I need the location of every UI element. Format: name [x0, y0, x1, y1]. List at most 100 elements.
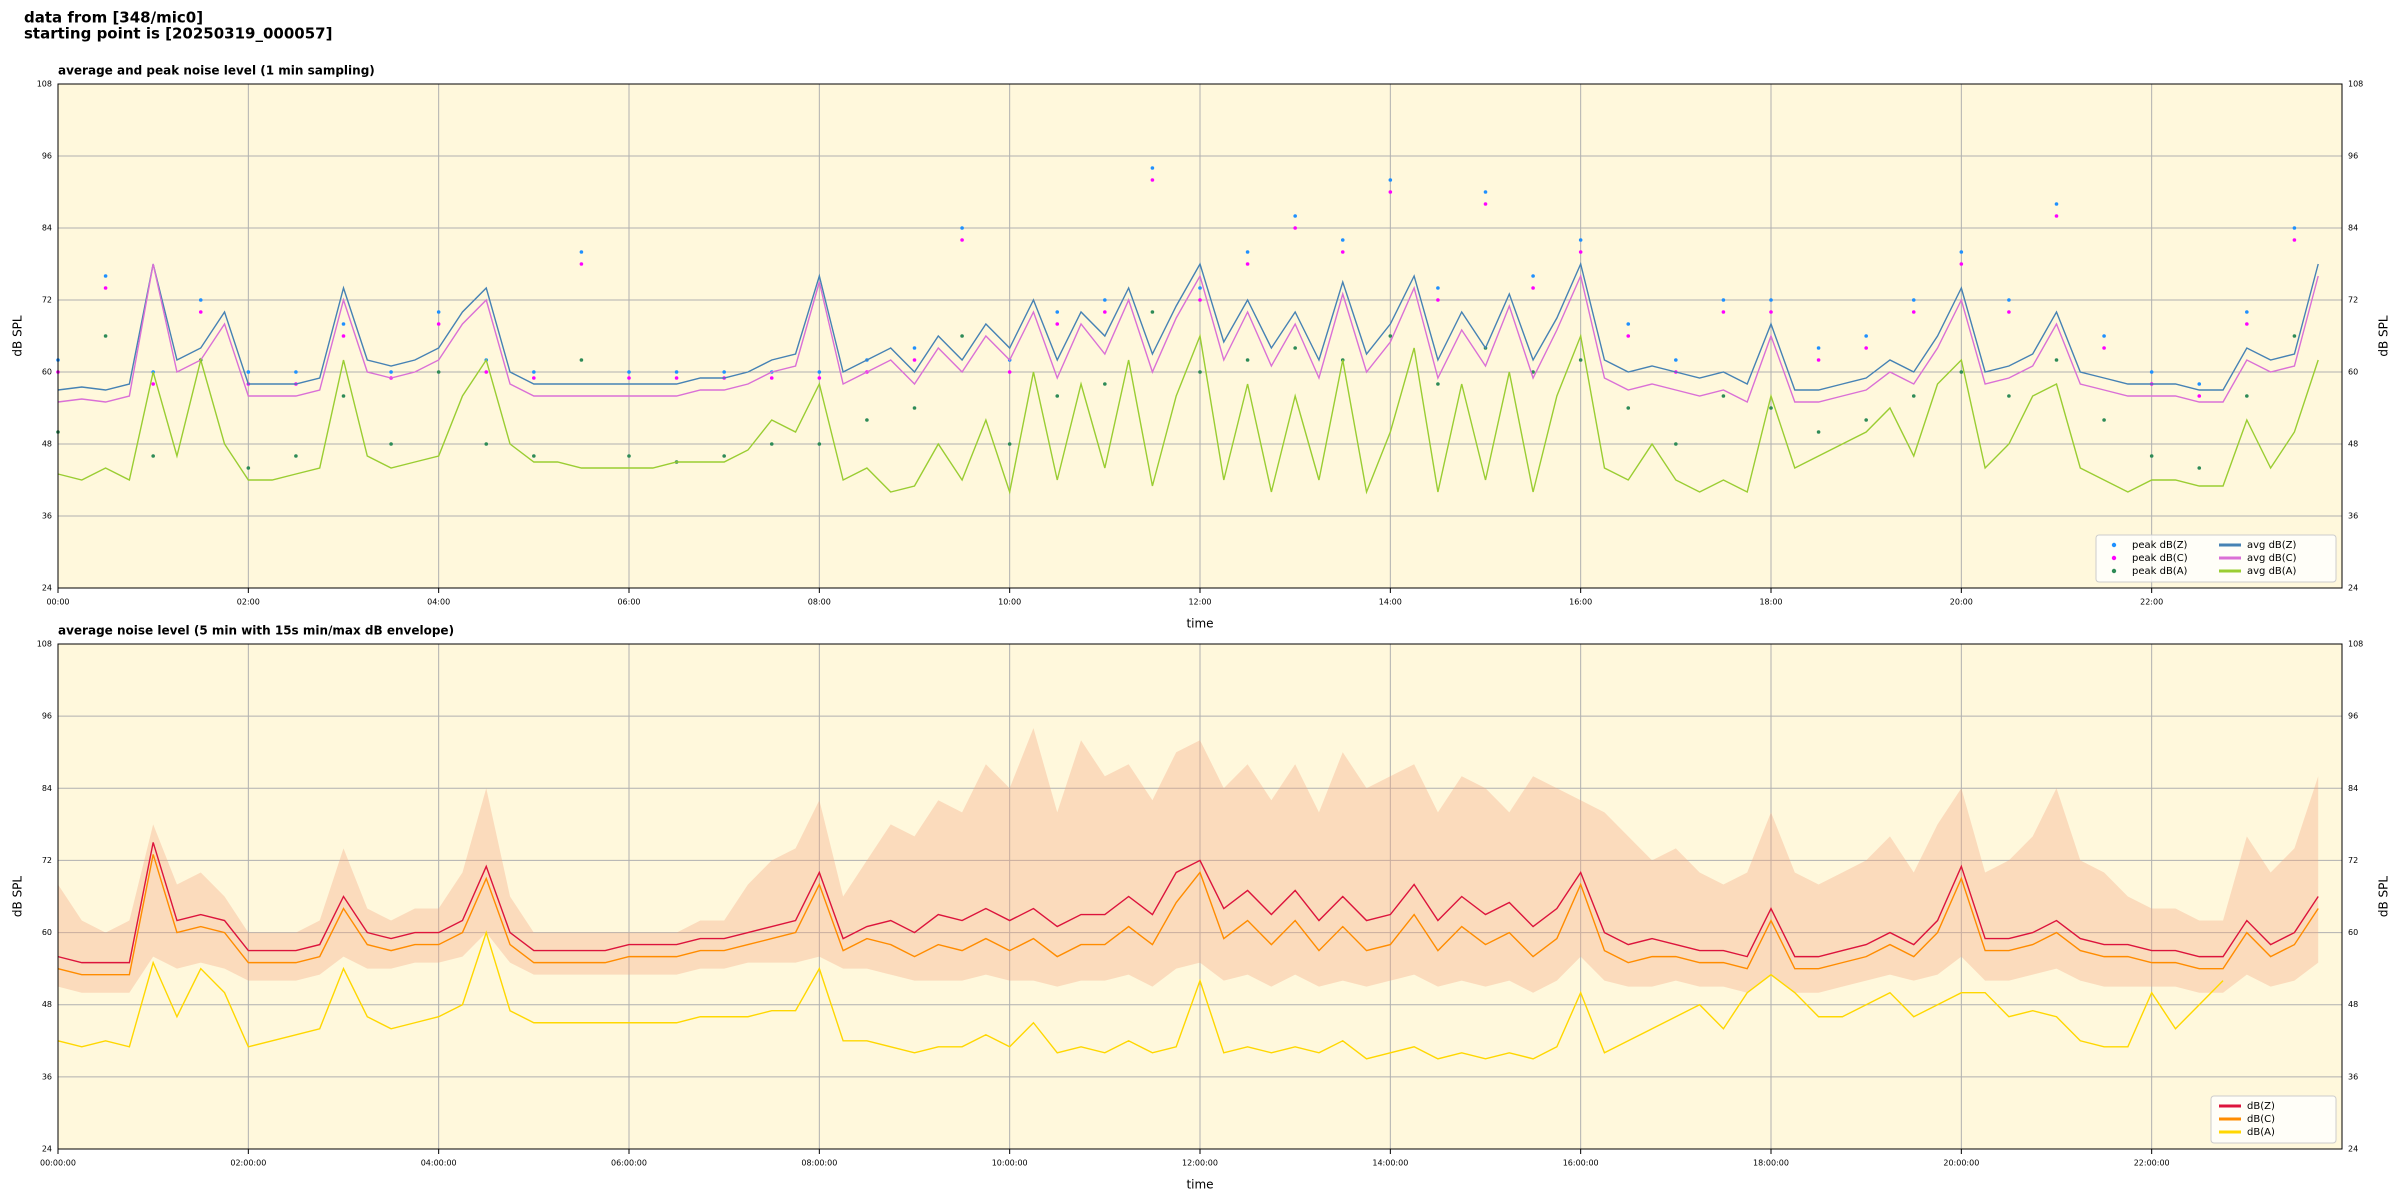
peak-point — [1816, 430, 1821, 434]
plot-frame — [57, 83, 2343, 589]
peak-point — [1007, 370, 1012, 374]
peak-point — [674, 376, 679, 380]
peak-point — [1388, 190, 1393, 194]
peak-point — [817, 376, 822, 380]
x-tick-label: 04:00 — [427, 598, 450, 607]
peak-point — [627, 370, 631, 374]
peak-point — [1483, 190, 1488, 194]
y-tick-label-right: 84 — [2348, 784, 2358, 793]
peak-point — [1340, 238, 1345, 242]
peak-point — [1578, 238, 1583, 242]
x-tick-label: 22:00 — [2140, 598, 2163, 607]
y-tick-label: 72 — [42, 856, 52, 865]
peak-point — [1959, 262, 1964, 266]
x-tick-label: 06:00 — [617, 598, 640, 607]
peak-point — [1245, 262, 1250, 266]
x-tick-label: 10:00:00 — [992, 1159, 1028, 1168]
peak-point — [1721, 394, 1726, 398]
legend-marker — [2111, 568, 2117, 574]
peak-point — [817, 370, 822, 374]
x-tick-label: 10:00 — [998, 598, 1021, 607]
peak-point — [103, 274, 108, 278]
peak-point — [2245, 394, 2249, 398]
y-tick-label: 36 — [42, 512, 52, 521]
x-tick-label: 14:00:00 — [1372, 1159, 1408, 1168]
peak-point — [2292, 334, 2297, 338]
peak-point — [1103, 298, 1107, 302]
x-tick-label: 02:00 — [237, 598, 260, 607]
peak-point — [151, 382, 155, 386]
y-tick-label-right: 108 — [2348, 640, 2363, 649]
y-tick-label: 96 — [42, 152, 52, 161]
peak-point — [1531, 286, 1535, 290]
y-tick-label-right: 60 — [2348, 368, 2358, 377]
y-axis-label-right: dB SPL — [2377, 315, 2391, 357]
legend-box — [2095, 534, 2337, 583]
x-tick-label: 00:00:00 — [40, 1159, 76, 1168]
peak-point — [960, 334, 964, 338]
series-line — [57, 930, 2224, 1060]
peak-point — [1959, 370, 1964, 374]
peak-point — [1483, 202, 1488, 206]
peak-point — [103, 334, 108, 338]
x-tick-label: 12:00:00 — [1182, 1159, 1218, 1168]
series-line — [57, 854, 2319, 976]
peak-point — [579, 358, 584, 362]
peak-point — [817, 442, 822, 446]
x-tick-label: 20:00:00 — [1943, 1159, 1979, 1168]
peak-point — [484, 370, 489, 374]
peak-point — [912, 406, 917, 410]
peak-point — [579, 262, 584, 266]
peak-point — [246, 370, 251, 374]
x-axis-label: time — [1186, 617, 1213, 631]
y-tick-label-right: 36 — [2348, 512, 2358, 521]
y-tick-label: 108 — [37, 640, 52, 649]
x-tick-label: 04:00:00 — [421, 1159, 457, 1168]
peak-point — [532, 454, 536, 458]
peak-point — [1293, 346, 1297, 350]
peak-point — [2245, 310, 2249, 314]
chart-title: average noise level (5 min with 15s min/… — [58, 624, 454, 638]
y-tick-label-right: 96 — [2348, 152, 2358, 161]
peak-point — [1531, 274, 1535, 278]
peak-point — [1293, 214, 1297, 218]
peak-point — [769, 442, 774, 446]
x-tick-label: 18:00:00 — [1753, 1159, 1789, 1168]
peak-point — [912, 358, 917, 362]
y-tick-label: 60 — [42, 928, 52, 937]
y-tick-label: 24 — [42, 584, 52, 593]
peak-point — [1245, 250, 1250, 254]
peak-point — [579, 250, 584, 254]
legend-label: dB(C) — [2247, 1114, 2275, 1125]
peak-point — [341, 334, 346, 338]
legend-label: avg dB(C) — [2247, 553, 2297, 564]
y-tick-label-right: 60 — [2348, 928, 2358, 937]
peak-point — [1103, 310, 1107, 314]
legend-marker — [2111, 542, 2117, 548]
y-tick-label: 72 — [42, 296, 52, 305]
peak-point — [722, 454, 726, 458]
y-tick-label: 48 — [42, 1000, 52, 1009]
series-line — [57, 263, 2319, 403]
peak-point — [1911, 394, 1916, 398]
y-tick-label: 24 — [42, 1145, 52, 1154]
y-tick-label: 96 — [42, 712, 52, 721]
peak-point — [2197, 394, 2202, 398]
x-tick-label: 16:00 — [1569, 598, 1592, 607]
peak-point — [1626, 322, 1631, 326]
peak-point — [2102, 334, 2106, 338]
y-axis-label: dB SPL — [11, 876, 25, 918]
peak-point — [2054, 202, 2059, 206]
peak-point — [1721, 298, 1726, 302]
y-tick-label: 84 — [42, 224, 52, 233]
header-line: data from [348/mic0] — [24, 9, 203, 27]
peak-point — [436, 370, 441, 374]
peak-point — [1436, 298, 1440, 302]
peak-point — [912, 346, 917, 350]
peak-point — [484, 442, 489, 446]
x-tick-label: 20:00 — [1950, 598, 1973, 607]
envelope-area — [58, 728, 2319, 993]
peak-point — [1578, 250, 1583, 254]
peak-point — [1245, 358, 1250, 362]
